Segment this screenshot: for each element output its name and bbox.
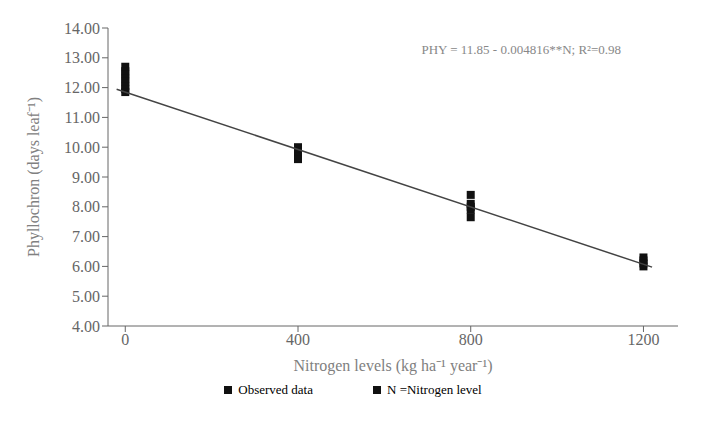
svg-text:14.00: 14.00: [64, 20, 100, 37]
svg-text:13.00: 13.00: [64, 49, 100, 66]
html-text:PHY = 11.85 - 0.004816**N; R²=: PHY = 11.85 - 0.004816**N; R²=0.98: [421, 42, 622, 57]
svg-text:7.00: 7.00: [72, 228, 100, 245]
svg-text:11.00: 11.00: [65, 109, 100, 126]
svg-text:8.00: 8.00: [72, 198, 100, 215]
svg-text:6.00: 6.00: [72, 258, 100, 275]
svg-text:400: 400: [286, 331, 310, 348]
svg-text:5.00: 5.00: [72, 288, 100, 305]
svg-text:Nitrogen levels (kg ha⁻¹ year⁻: Nitrogen levels (kg ha⁻¹ year⁻¹): [293, 357, 492, 375]
html-text:Observed data: Observed data: [238, 382, 313, 397]
svg-text:800: 800: [459, 331, 483, 348]
svg-text:10.00: 10.00: [64, 139, 100, 156]
svg-text:9.00: 9.00: [72, 169, 100, 186]
html-text:N =Nitrogen level: N =Nitrogen level: [387, 382, 482, 397]
svg-text:Phyllochron (days leaf⁻¹): Phyllochron (days leaf⁻¹): [25, 97, 43, 257]
svg-text:0: 0: [121, 331, 129, 348]
svg-text:12.00: 12.00: [64, 79, 100, 96]
svg-text:1200: 1200: [627, 331, 659, 348]
svg-text:4.00: 4.00: [72, 318, 100, 335]
